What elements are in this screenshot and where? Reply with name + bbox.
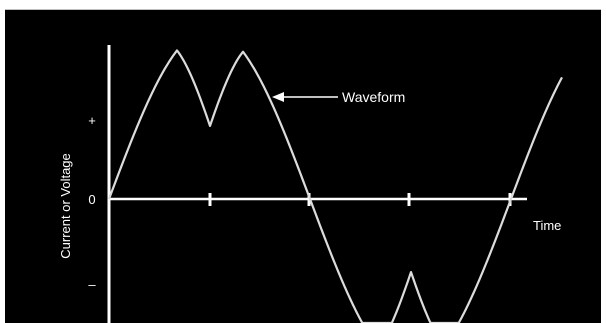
y-tick-plus: + [88, 113, 96, 128]
top-frame-band [0, 0, 606, 9]
y-tick-zero: 0 [88, 192, 95, 207]
left-frame-band [0, 0, 5, 323]
callout-label: Waveform [342, 89, 405, 105]
y-tick-minus: – [88, 277, 96, 292]
right-frame-band [601, 0, 606, 323]
x-axis-label: Time [533, 218, 561, 233]
callout-arrowhead [272, 92, 284, 102]
waveform-curve [107, 49, 563, 323]
y-axis-label: Current or Voltage [58, 153, 73, 259]
